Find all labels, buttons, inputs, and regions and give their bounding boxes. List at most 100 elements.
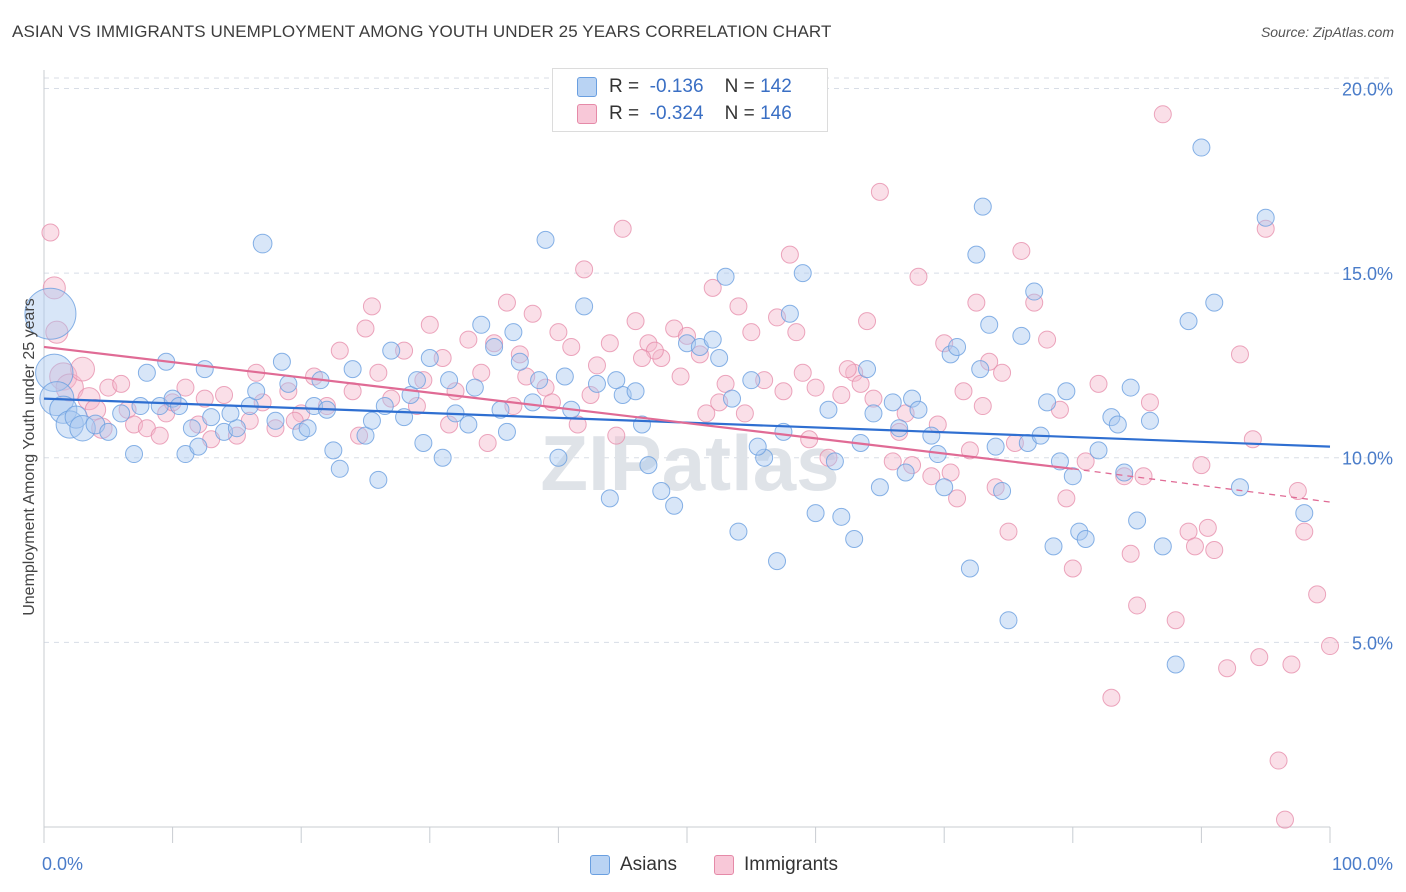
asians-point [536,230,555,249]
immigrants-point [690,345,709,364]
asians-legend-label: Asians [620,854,678,875]
immigrants-point [1134,467,1153,486]
asians-point [903,389,922,408]
asians-point [780,304,799,323]
immigrants-point [1230,345,1249,364]
y-tick-label: 10.0% [1342,449,1393,469]
immigrants-legend-swatch [714,855,734,875]
immigrants-n-value: 146 [760,103,792,124]
asians-point [973,197,992,216]
immigrants-point [41,223,60,242]
asians-point [922,426,941,445]
immigrants-point [459,330,478,349]
asians-point [252,233,273,254]
asians-point [960,559,979,578]
asians-point [382,341,401,360]
asians-point [941,345,960,364]
asians-point [748,437,767,456]
immigrants-point [1198,518,1217,537]
asians-point [716,267,735,286]
asians-point [472,315,491,334]
chart-title: ASIAN VS IMMIGRANTS UNEMPLOYMENT AMONG Y… [12,22,832,41]
immigrants-point [70,356,95,382]
immigrants-point [382,389,401,408]
asians-point [362,411,381,430]
immigrants-point [1288,481,1307,500]
bottom-legend-immigrants: Immigrants [714,852,838,878]
asians-points [24,138,1314,674]
asians-point [497,422,516,441]
immigrants-point [433,349,452,368]
immigrants-point [980,352,999,371]
asians-point [896,463,915,482]
asians-point [221,404,240,423]
immigrants-swatch [577,104,597,124]
immigrants-point [652,349,671,368]
asians-point [665,496,684,515]
immigrants-point [414,371,433,390]
immigrants-point [1282,655,1301,674]
immigrants-point [1166,611,1185,630]
asians-point [1038,393,1057,412]
immigrants-point [1185,537,1204,556]
asians-point [575,297,594,316]
immigrants-r-label: R = [609,103,640,124]
asians-point [1153,537,1172,556]
asians-point [935,478,954,497]
asians-r-value: -0.136 [649,76,704,97]
immigrants-point [1269,751,1288,770]
asians-point [182,419,201,438]
immigrants-point [1275,810,1294,829]
trend-lines [43,345,1331,503]
asians-point [1121,378,1140,397]
immigrants-point [1321,637,1339,656]
immigrants-point [742,323,761,342]
asians-point [890,419,909,438]
immigrants-point [1250,648,1269,667]
asians-point [832,507,851,526]
immigrants-point [1218,659,1237,678]
asians-point [555,367,574,386]
asians-point [369,470,388,489]
y-axis-label: Unemployment Among Youth under 25 years [21,298,38,616]
immigrants-point [832,385,851,404]
asians-point [742,371,761,390]
immigrants-point [613,219,632,238]
immigrants-point [510,345,529,364]
asians-point [330,459,349,478]
asians-point [1115,463,1134,482]
asians-point [883,393,902,412]
asians-point [266,411,285,430]
asians-point [1044,537,1063,556]
y-tick-label: 15.0% [1342,264,1393,284]
immigrants-point [1057,489,1076,508]
asians-point [440,371,459,390]
immigrants-point [395,341,414,360]
immigrants-point [420,315,439,334]
asians-point [909,400,928,419]
immigrants-point [922,467,941,486]
immigrants-point [903,456,922,475]
asians-point [1179,312,1198,331]
asians-point [1050,452,1069,471]
asians-point [993,481,1012,500]
asians-point [1070,522,1089,541]
asians-point [112,404,131,423]
asians-point [1256,208,1275,227]
asians-point [324,441,343,460]
immigrants-point [883,452,902,471]
immigrants-point [485,334,504,353]
y-tick-label: 20.0% [1342,79,1393,99]
asians-point [858,360,877,379]
asians-point [247,382,266,401]
immigrants-point [1243,430,1262,449]
immigrants-point [870,182,889,201]
asians-point [710,349,729,368]
asians-point [967,245,986,264]
immigrants-point [215,385,234,404]
immigrants-point [909,267,928,286]
asians-point [768,552,787,571]
asians-point [407,371,426,390]
asians-point [49,395,78,424]
tick-labels: 5.0% 10.0% 15.0% 20.0% 0.0% 100.0% [42,79,1393,874]
